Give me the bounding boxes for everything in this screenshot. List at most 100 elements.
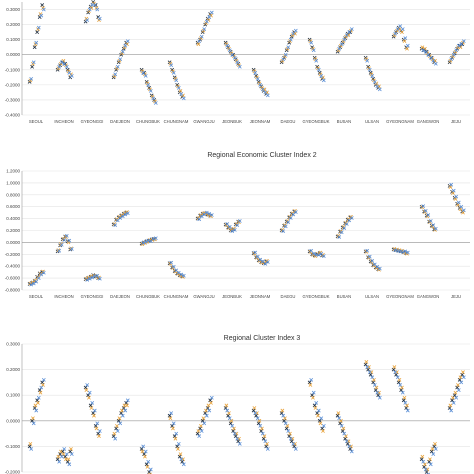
data-point <box>177 454 182 459</box>
data-point <box>428 55 433 60</box>
data-point <box>431 223 436 228</box>
data-point <box>258 424 263 428</box>
data-point <box>377 266 382 271</box>
data-point <box>174 431 179 436</box>
data-point <box>176 85 181 90</box>
x-tick-label: INCHEON <box>54 294 73 299</box>
data-point <box>65 459 70 464</box>
data-point <box>265 447 270 451</box>
x-tick-label: GYEONGGI <box>81 119 104 124</box>
data-point <box>423 462 427 467</box>
data-point <box>181 273 186 278</box>
x-tick-label: JEONNAM <box>250 294 271 299</box>
data-point <box>286 429 291 433</box>
x-tick-label: JEONNAM <box>250 119 271 124</box>
data-point <box>281 229 286 233</box>
data-point <box>179 272 184 277</box>
data-point <box>372 383 377 387</box>
data-point <box>236 439 241 444</box>
data-point <box>451 52 456 57</box>
data-point <box>232 55 237 60</box>
data-point <box>364 360 369 364</box>
y-tick-label: -0.6000 <box>5 276 21 281</box>
data-point <box>88 403 93 408</box>
data-point <box>62 61 67 66</box>
data-point <box>87 7 92 12</box>
data-point <box>317 418 322 423</box>
data-point <box>311 251 316 256</box>
data-point <box>199 429 204 433</box>
data-point <box>117 416 122 421</box>
data-point <box>456 43 461 48</box>
data-point <box>402 39 407 44</box>
data-point <box>395 27 400 32</box>
data-point <box>403 249 408 254</box>
data-point <box>231 429 236 433</box>
data-point <box>260 431 265 436</box>
data-point <box>143 73 148 78</box>
data-point <box>263 261 268 266</box>
data-point <box>85 18 90 22</box>
data-point <box>283 52 288 57</box>
data-point <box>428 462 433 467</box>
data-point <box>112 431 117 436</box>
x-tick-label: SEOUL <box>29 294 44 299</box>
data-point <box>113 436 118 441</box>
data-point <box>339 424 344 428</box>
data-point <box>178 452 183 456</box>
data-point <box>29 76 34 81</box>
panel-3-title: Regional Cluster Index 3 <box>224 335 301 342</box>
data-point <box>85 278 90 282</box>
data-point <box>118 57 123 62</box>
data-point <box>113 223 118 228</box>
data-point <box>59 454 64 459</box>
data-point <box>400 27 405 32</box>
y-tick-label: 1.0000 <box>6 180 20 185</box>
data-point <box>227 48 232 53</box>
data-point <box>308 383 313 387</box>
data-point <box>426 213 431 217</box>
data-point <box>92 413 96 418</box>
data-point <box>314 58 319 63</box>
data-point <box>309 248 314 253</box>
data-point <box>454 395 459 400</box>
data-point <box>30 418 35 423</box>
data-point <box>232 431 237 436</box>
data-point <box>205 406 210 410</box>
data-point <box>237 219 242 223</box>
chart-panel-3: Regional Cluster Index 3 -0.2000 -0.1000 0… <box>5 335 470 474</box>
data-point <box>260 87 265 92</box>
data-point <box>64 233 69 238</box>
data-point <box>377 87 382 92</box>
data-point <box>288 436 293 441</box>
data-point <box>30 64 35 69</box>
data-point <box>35 30 40 35</box>
x-tick-label: CHUNGNAM <box>164 294 189 299</box>
data-point <box>225 43 230 48</box>
data-point <box>225 222 230 226</box>
data-point <box>92 408 97 413</box>
data-point <box>265 93 270 98</box>
data-point <box>91 411 96 416</box>
data-point <box>198 426 203 431</box>
data-point <box>265 260 270 264</box>
data-point <box>170 424 175 428</box>
data-point <box>431 452 436 456</box>
data-point <box>179 457 184 462</box>
data-point <box>114 426 119 431</box>
data-point <box>69 447 73 451</box>
data-point <box>315 411 320 416</box>
data-point <box>459 380 464 385</box>
data-point <box>232 426 236 431</box>
data-point <box>337 235 342 239</box>
data-point <box>87 276 92 281</box>
data-point <box>120 214 125 219</box>
data-point <box>232 228 237 232</box>
data-point <box>153 236 158 241</box>
data-point <box>321 424 326 428</box>
chart-panel-2: Regional Economic Cluster Index 2 -0.800… <box>5 152 470 299</box>
data-point <box>405 408 410 413</box>
data-point <box>181 96 186 101</box>
data-point <box>29 447 34 451</box>
data-point <box>69 247 74 251</box>
